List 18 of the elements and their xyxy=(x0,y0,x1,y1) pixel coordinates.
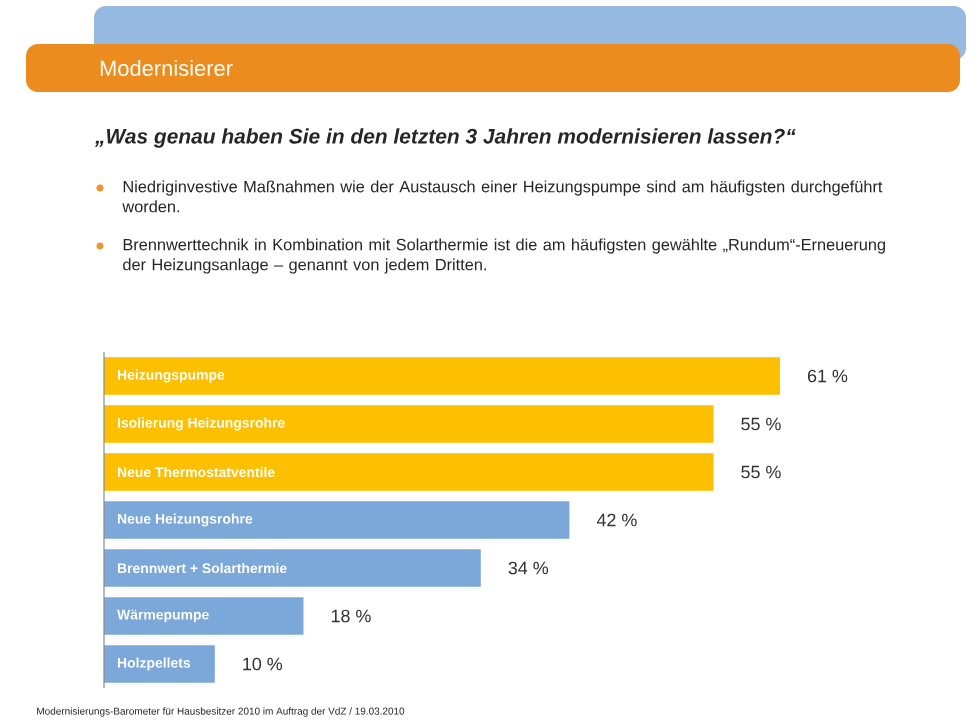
chart-title: Modernisierer xyxy=(100,59,233,77)
chart-subtitle: „Was genau haben Sie in den letzten 3 Jahren modernisieren lassen?“ xyxy=(94,128,796,148)
bar xyxy=(104,549,481,587)
data-label: 10 % xyxy=(243,657,283,671)
data-label: 55 % xyxy=(741,417,781,431)
bar xyxy=(104,357,780,395)
data-label: 18 % xyxy=(331,609,371,623)
data-label: 55 % xyxy=(741,465,781,479)
bar xyxy=(104,453,714,491)
bar xyxy=(104,597,304,635)
data-label: 61 % xyxy=(807,369,848,383)
text: Niedriginvestive Maßnahmen wie der Austausch einer Heizungspumpe sind am häufigsten durchgeführt worden. xyxy=(122,180,883,213)
bar xyxy=(104,501,570,539)
data-label: 34 % xyxy=(508,561,549,575)
bar xyxy=(104,645,215,683)
data-label: 42 % xyxy=(596,513,637,527)
text: Brennwerttechnik in Kombination mit Solarthermie ist die am häufigsten gewählte „Rundum“-Erneuerung der Heizungsanlage – genannt von jedem Dritten. xyxy=(123,238,885,274)
bar xyxy=(104,405,714,443)
